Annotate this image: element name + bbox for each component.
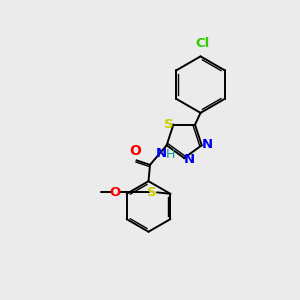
Text: O: O [110,186,121,199]
Text: O: O [129,144,141,158]
Text: S: S [147,186,157,199]
Text: N: N [184,153,195,166]
Text: Cl: Cl [195,37,209,50]
Text: N: N [202,138,213,151]
Text: N: N [156,147,167,160]
Text: S: S [164,118,173,130]
Text: H: H [166,148,176,161]
